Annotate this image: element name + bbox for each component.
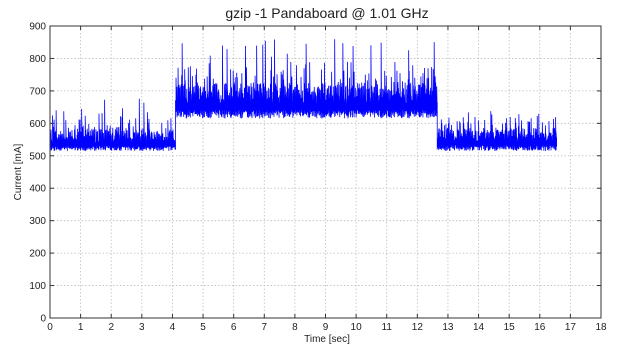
y-tick-label: 800	[29, 54, 46, 65]
x-tick-label: 12	[412, 322, 424, 333]
plot-area	[50, 26, 601, 318]
x-tick-label: 9	[323, 322, 329, 333]
x-tick-label: 13	[442, 322, 454, 333]
x-tick-label: 3	[139, 322, 145, 333]
grid	[50, 26, 601, 318]
x-tick-label: 5	[200, 322, 206, 333]
x-tick-label: 18	[595, 322, 607, 333]
y-tick-label: 0	[40, 314, 46, 325]
x-tick-label: 15	[504, 322, 516, 333]
y-tick-label: 900	[29, 22, 46, 33]
x-tick-label: 8	[292, 322, 298, 333]
x-tick-label: 10	[351, 322, 363, 333]
y-tick-label: 600	[29, 119, 46, 130]
current-trace	[49, 39, 558, 151]
x-axis-label: Time [sec]	[304, 334, 350, 345]
x-tick-label: 7	[261, 322, 267, 333]
y-tick-label: 300	[29, 216, 46, 227]
x-tick-label: 11	[382, 322, 393, 333]
y-tick-label: 100	[29, 281, 46, 292]
y-axis-label: Current [mA]	[13, 143, 24, 200]
x-tick-label: 6	[231, 322, 237, 333]
x-ticks: 0 1 2 3 4 5 6 7 8 9 10 11 12 13 14 15 16 17 18	[47, 26, 607, 333]
y-tick-label: 400	[29, 184, 46, 195]
x-tick-label: 16	[534, 322, 546, 333]
y-tick-label: 500	[29, 151, 46, 162]
y-tick-label: 700	[29, 86, 46, 97]
chart-title: gzip -1 Pandaboard @ 1.01 GHz	[225, 5, 428, 21]
y-tick-label: 200	[29, 249, 46, 260]
x-tick-label: 4	[170, 322, 176, 333]
x-tick-label: 2	[108, 322, 114, 333]
x-tick-label: 1	[78, 322, 84, 333]
series-layer	[49, 39, 558, 151]
x-tick-label: 17	[565, 322, 577, 333]
x-tick-label: 14	[473, 322, 485, 333]
x-tick-label: 0	[47, 322, 53, 333]
y-ticks: 0 100 200 300 400 500 600 700 800 900	[29, 22, 601, 325]
